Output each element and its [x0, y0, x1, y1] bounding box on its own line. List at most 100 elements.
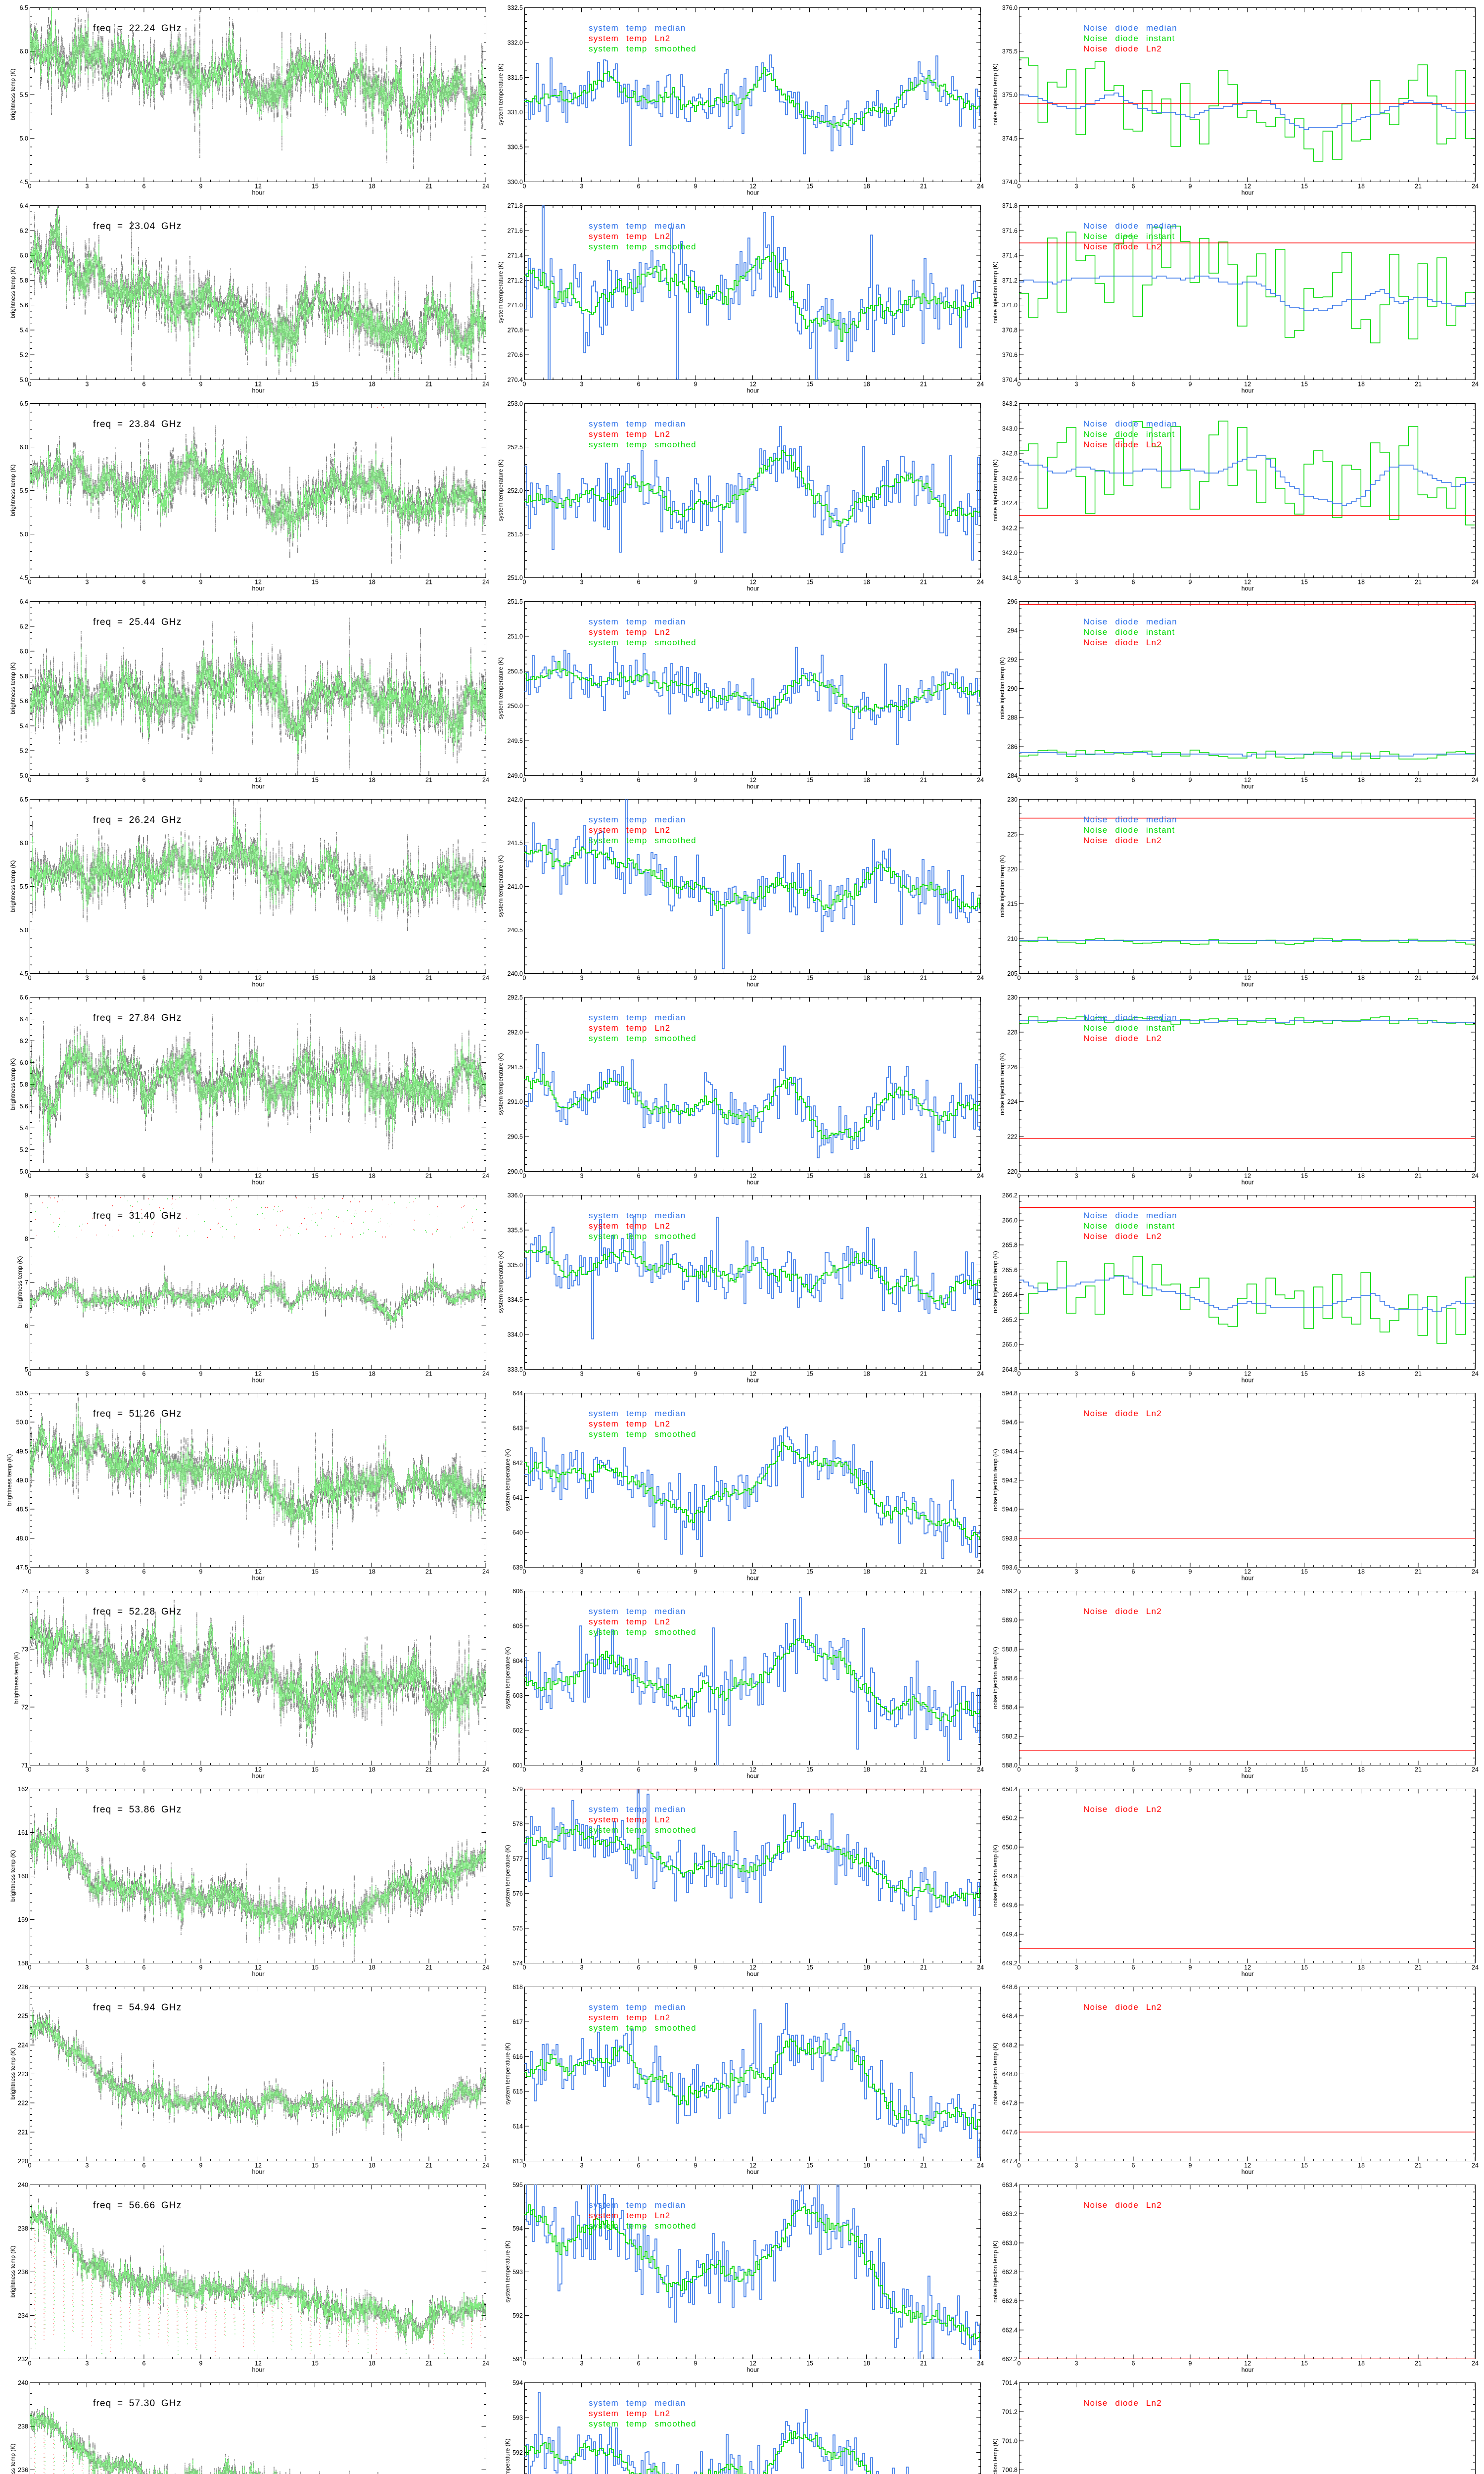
svg-text:588.8: 588.8: [1002, 1646, 1018, 1653]
svg-text:7: 7: [25, 1279, 28, 1286]
svg-text:5.5: 5.5: [20, 883, 28, 890]
svg-text:215: 215: [1007, 901, 1018, 907]
svg-text:system temp median: system temp median: [589, 419, 686, 428]
svg-text:0: 0: [523, 975, 526, 982]
svg-text:3: 3: [580, 1964, 584, 1971]
svg-text:15: 15: [806, 1964, 813, 1971]
svg-text:3: 3: [1075, 1371, 1078, 1378]
svg-text:system temp Ln2: system temp Ln2: [589, 232, 670, 241]
svg-text:Noise diode Ln2: Noise diode Ln2: [1083, 2398, 1162, 2408]
svg-text:21: 21: [1415, 1964, 1422, 1971]
svg-text:648.4: 648.4: [1002, 2013, 1018, 2020]
svg-text:639: 639: [512, 1564, 523, 1571]
svg-text:271.2: 271.2: [508, 277, 523, 284]
svg-text:650.2: 650.2: [1002, 1815, 1018, 1822]
svg-text:341.8: 341.8: [1002, 574, 1018, 581]
svg-text:hour: hour: [746, 585, 759, 592]
svg-text:3: 3: [1075, 183, 1078, 190]
svg-text:9: 9: [694, 2162, 697, 2169]
svg-text:hour: hour: [746, 1971, 759, 1978]
svg-text:6: 6: [637, 1766, 641, 1773]
svg-text:3: 3: [1075, 975, 1078, 982]
svg-text:3: 3: [580, 2360, 584, 2367]
svg-text:662.6: 662.6: [1002, 2298, 1018, 2305]
svg-text:system temp smoothed: system temp smoothed: [589, 2023, 696, 2033]
svg-text:616: 616: [512, 2053, 523, 2060]
svg-text:21: 21: [425, 381, 432, 388]
svg-text:system temp Ln2: system temp Ln2: [589, 34, 670, 43]
svg-text:24: 24: [977, 777, 984, 784]
svg-text:18: 18: [369, 2360, 375, 2367]
svg-text:brightness temp (K): brightness temp (K): [9, 2048, 16, 2100]
svg-text:freq = 52.28 GHz: freq = 52.28 GHz: [93, 1607, 182, 1617]
svg-text:system temperature (K): system temperature (K): [504, 1845, 511, 1906]
svg-text:162: 162: [18, 1786, 28, 1793]
svg-text:15: 15: [806, 1173, 813, 1180]
svg-text:12: 12: [1244, 2360, 1251, 2367]
svg-text:6.6: 6.6: [20, 994, 28, 1001]
svg-text:15: 15: [1301, 1371, 1308, 1378]
svg-text:0: 0: [523, 1766, 526, 1773]
svg-text:system temp smoothed: system temp smoothed: [589, 1825, 696, 1835]
svg-text:343.2: 343.2: [1002, 400, 1018, 407]
svg-text:0: 0: [28, 2162, 32, 2169]
svg-text:18: 18: [369, 1173, 375, 1180]
svg-text:12: 12: [1244, 2162, 1251, 2169]
svg-text:15: 15: [312, 1766, 319, 1773]
svg-text:18: 18: [369, 1964, 375, 1971]
svg-text:265.4: 265.4: [1002, 1291, 1018, 1298]
svg-text:18: 18: [863, 1569, 870, 1575]
svg-text:617: 617: [512, 2018, 523, 2025]
svg-text:12: 12: [255, 1964, 262, 1971]
svg-text:21: 21: [425, 777, 432, 784]
svg-text:9: 9: [199, 2162, 203, 2169]
svg-text:9: 9: [1189, 183, 1192, 190]
svg-text:374.5: 374.5: [1002, 135, 1018, 142]
svg-text:hour: hour: [1241, 190, 1253, 196]
svg-text:freq = 31.40 GHz: freq = 31.40 GHz: [93, 1211, 182, 1221]
svg-text:370.8: 370.8: [1002, 327, 1018, 333]
svg-text:system temp median: system temp median: [589, 617, 686, 626]
svg-text:9: 9: [199, 1173, 203, 1180]
svg-text:6: 6: [1132, 381, 1135, 388]
svg-text:24: 24: [1472, 2162, 1479, 2169]
svg-text:Noise diode Ln2: Noise diode Ln2: [1083, 44, 1162, 53]
svg-text:noise injection temp (K): noise injection temp (K): [999, 855, 1006, 917]
svg-text:3: 3: [580, 777, 584, 784]
svg-text:24: 24: [482, 183, 489, 190]
svg-text:3: 3: [1075, 381, 1078, 388]
svg-text:3: 3: [580, 1766, 584, 1773]
svg-text:663.4: 663.4: [1002, 2182, 1018, 2189]
svg-text:5.0: 5.0: [20, 1168, 28, 1175]
svg-text:3: 3: [580, 1371, 584, 1378]
svg-text:brightness temp (K): brightness temp (K): [9, 1850, 16, 1902]
svg-text:332.5: 332.5: [508, 4, 523, 11]
svg-text:605: 605: [512, 1622, 523, 1629]
svg-text:5.5: 5.5: [20, 487, 28, 494]
svg-text:0: 0: [28, 777, 32, 784]
svg-text:9: 9: [694, 777, 697, 784]
svg-text:system temp median: system temp median: [589, 2002, 686, 2012]
svg-text:9: 9: [199, 1964, 203, 1971]
svg-text:0: 0: [523, 1173, 526, 1180]
svg-text:hour: hour: [1241, 1179, 1253, 1186]
svg-text:system temp median: system temp median: [589, 1013, 686, 1022]
svg-text:12: 12: [749, 183, 756, 190]
svg-text:hour: hour: [1241, 783, 1253, 790]
svg-text:system temp Ln2: system temp Ln2: [589, 2013, 670, 2022]
svg-text:system temp smoothed: system temp smoothed: [589, 836, 696, 845]
svg-text:21: 21: [1415, 183, 1422, 190]
svg-text:hour: hour: [252, 1773, 264, 1780]
svg-text:9: 9: [1189, 579, 1192, 586]
svg-text:331.0: 331.0: [508, 109, 523, 116]
svg-text:9: 9: [694, 381, 697, 388]
svg-text:system temperature (K): system temperature (K): [497, 261, 504, 323]
svg-text:hour: hour: [1241, 981, 1253, 988]
svg-text:noise injection temp (K): noise injection temp (K): [992, 1251, 999, 1313]
svg-text:3: 3: [1075, 2162, 1078, 2169]
svg-text:15: 15: [806, 777, 813, 784]
svg-text:3: 3: [86, 777, 89, 784]
svg-text:system temperature (K): system temperature (K): [504, 2043, 511, 2104]
svg-text:15: 15: [312, 381, 319, 388]
svg-text:588.0: 588.0: [1002, 1762, 1018, 1769]
